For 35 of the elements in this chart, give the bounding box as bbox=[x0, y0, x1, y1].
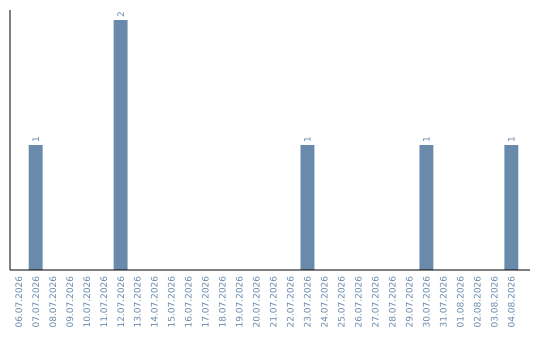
x-tick-label: 06.07.2026 bbox=[14, 276, 25, 328]
x-tick-label: 10.07.2026 bbox=[82, 276, 93, 328]
data-label: 1 bbox=[422, 136, 433, 142]
x-tick-label: 21.07.2026 bbox=[270, 276, 280, 328]
x-tick-label: 08.07.2026 bbox=[48, 276, 59, 328]
x-tick-label: 03.08.2026 bbox=[490, 276, 500, 328]
x-tick-label: 18.07.2026 bbox=[218, 276, 229, 328]
x-tick-label: 29.07.2026 bbox=[406, 276, 416, 328]
x-tick-label: 28.07.2026 bbox=[388, 276, 399, 328]
x-tick-label: 17.07.2026 bbox=[202, 276, 212, 328]
x-tick-label: 23.07.2026 bbox=[304, 276, 314, 328]
x-tick-label: 02.08.2026 bbox=[474, 276, 484, 328]
x-tick-label: 31.07.2026 bbox=[440, 276, 450, 328]
x-tick-label: 25.07.2026 bbox=[338, 276, 348, 328]
data-label: 1 bbox=[507, 136, 518, 142]
x-tick-label: 15.07.2026 bbox=[168, 276, 178, 328]
x-tick-label: 24.07.2026 bbox=[320, 276, 331, 328]
x-tick-label: 09.07.2026 bbox=[66, 276, 76, 328]
x-tick-label: 16.07.2026 bbox=[184, 276, 195, 328]
x-tick-label: 07.07.2026 bbox=[32, 276, 42, 328]
x-tick-label: 30.07.2026 bbox=[422, 276, 433, 328]
x-tick-label: 11.07.2026 bbox=[100, 276, 110, 328]
data-label: 1 bbox=[32, 136, 42, 142]
x-tick-label: 14.07.2026 bbox=[150, 276, 161, 328]
x-tick-label: 27.07.2026 bbox=[372, 276, 382, 328]
x-tick-label: 04.08.2026 bbox=[507, 276, 518, 328]
x-tick-label: 26.07.2026 bbox=[354, 276, 365, 328]
x-tick-label: 01.08.2026 bbox=[456, 276, 467, 328]
x-tick-label: 22.07.2026 bbox=[286, 276, 297, 328]
data-label: 1 bbox=[304, 136, 314, 142]
x-tick-label: 19.07.2026 bbox=[236, 276, 246, 328]
x-tick-label: 12.07.2026 bbox=[116, 276, 127, 328]
x-tick-label: 13.07.2026 bbox=[134, 276, 144, 328]
data-label: 2 bbox=[116, 11, 127, 17]
x-tick-label: 20.07.2026 bbox=[252, 276, 263, 328]
